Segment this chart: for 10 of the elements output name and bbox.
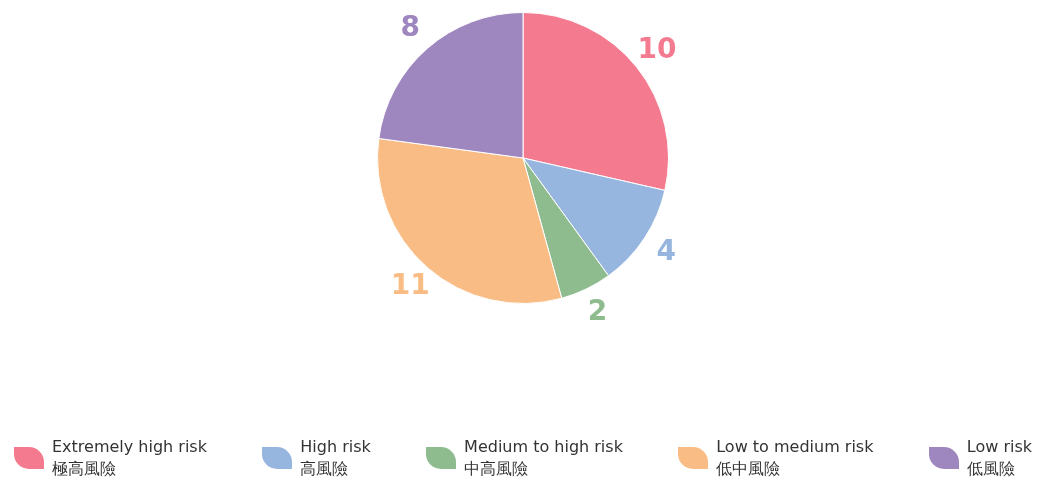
legend-label: Low risk 低風險 — [966, 436, 1032, 480]
legend-label: High risk 高風險 — [300, 436, 371, 480]
data-label: 2 — [587, 293, 608, 327]
data-label: 11 — [390, 268, 430, 302]
legend-label: Low to medium risk 低中風險 — [716, 436, 874, 480]
data-label: 10 — [637, 32, 677, 66]
legend-label: Extremely high risk 極高風險 — [52, 436, 207, 480]
legend-label: Medium to high risk 中高風險 — [464, 436, 623, 480]
data-label: 8 — [400, 10, 420, 44]
data-label: 4 — [656, 233, 676, 267]
